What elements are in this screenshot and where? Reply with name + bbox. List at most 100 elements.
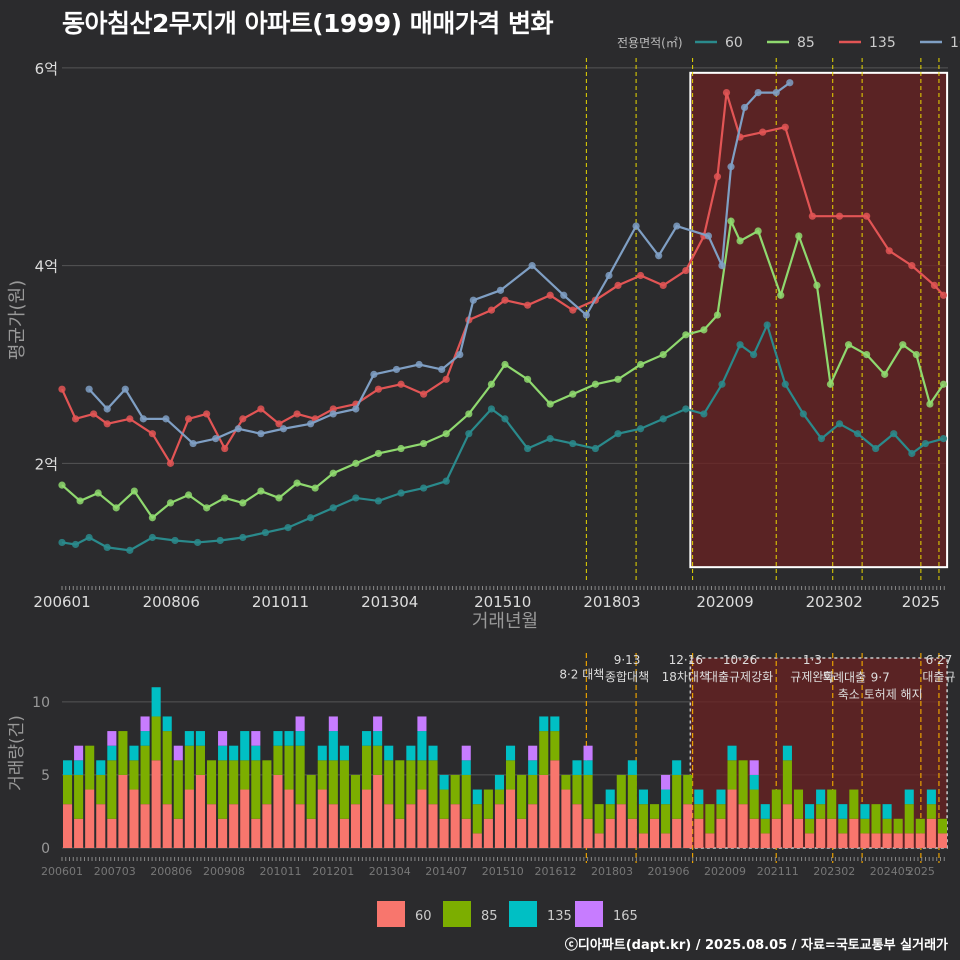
data-point-165 xyxy=(189,439,197,448)
legend-label-135: 135 xyxy=(547,909,572,924)
bar-85 xyxy=(284,745,294,790)
bar-60 xyxy=(871,833,881,848)
y-tick-label: 2억 xyxy=(35,455,58,473)
data-point-165 xyxy=(456,351,464,359)
bar-85 xyxy=(882,818,892,834)
bar-60 xyxy=(118,774,128,848)
data-point-60 xyxy=(799,410,807,418)
bar-85 xyxy=(395,760,405,819)
bar-85 xyxy=(206,760,217,805)
bar-85 xyxy=(539,731,549,775)
data-point-165 xyxy=(496,286,505,294)
bar-60 xyxy=(627,818,637,848)
data-point-135 xyxy=(713,173,722,181)
data-point-60 xyxy=(736,341,744,349)
bar-85 xyxy=(627,774,637,819)
data-point-135 xyxy=(293,410,301,418)
bar-85 xyxy=(306,774,316,819)
bar-60 xyxy=(827,818,837,848)
bar-135 xyxy=(882,804,892,819)
data-point-60 xyxy=(329,504,337,512)
data-point-165 xyxy=(754,89,762,97)
data-point-165 xyxy=(279,425,288,433)
bar-135 xyxy=(162,716,172,732)
bar-60 xyxy=(184,789,194,848)
data-point-85 xyxy=(777,291,785,299)
data-point-165 xyxy=(718,262,726,270)
legend-label-165: 165 xyxy=(613,909,638,924)
bar-85 xyxy=(384,760,394,805)
data-point-165 xyxy=(704,232,713,240)
bar-60 xyxy=(893,833,903,848)
bar-135 xyxy=(229,745,239,761)
bar-60 xyxy=(638,833,648,848)
legend-title: 전용면적(㎡) xyxy=(617,36,683,50)
data-point-135 xyxy=(939,291,948,299)
data-point-165 xyxy=(85,385,93,393)
legend-label-85: 85 xyxy=(481,909,498,924)
data-point-60 xyxy=(569,439,577,448)
highlight-box xyxy=(689,71,949,569)
bar-165 xyxy=(173,745,183,761)
data-point-135 xyxy=(58,385,66,393)
x-tick-label: 201201 xyxy=(312,865,354,878)
bar-60 xyxy=(417,789,427,848)
bar-60 xyxy=(439,818,449,848)
bar-135 xyxy=(672,760,682,775)
bar-165 xyxy=(295,716,305,732)
bar-85 xyxy=(85,745,95,790)
bar-135 xyxy=(782,745,792,761)
bar-85 xyxy=(749,789,759,819)
bar-60 xyxy=(926,818,936,848)
bar-85 xyxy=(816,804,826,819)
bar-135 xyxy=(627,760,637,775)
data-point-85 xyxy=(58,481,66,489)
data-point-85 xyxy=(569,390,577,398)
bar-85 xyxy=(594,804,604,834)
bar-85 xyxy=(838,818,848,834)
data-point-85 xyxy=(826,380,835,388)
bar-85 xyxy=(904,804,914,834)
x-tick-label: 201510 xyxy=(482,865,524,878)
bar-165 xyxy=(107,731,117,746)
y-tick-label: 6억 xyxy=(35,60,58,78)
bar-85 xyxy=(350,774,361,805)
bar-135 xyxy=(195,731,205,746)
bar-135 xyxy=(384,745,394,761)
data-point-85 xyxy=(591,380,600,388)
bar-85 xyxy=(771,789,781,819)
data-point-85 xyxy=(795,232,803,240)
data-point-135 xyxy=(442,375,450,383)
data-point-85 xyxy=(166,499,175,507)
data-point-135 xyxy=(908,262,916,270)
bar-85 xyxy=(738,760,748,805)
bar-135 xyxy=(472,789,482,805)
data-point-135 xyxy=(148,430,157,438)
data-point-60 xyxy=(700,410,708,418)
data-point-165 xyxy=(438,365,446,374)
data-point-165 xyxy=(528,262,536,270)
data-point-85 xyxy=(329,469,337,477)
bar-135 xyxy=(550,716,560,732)
bar-85 xyxy=(317,760,327,790)
data-point-85 xyxy=(926,400,934,408)
bar-60 xyxy=(306,818,316,848)
bar-165 xyxy=(583,745,593,761)
bar-85 xyxy=(184,745,194,790)
data-point-165 xyxy=(212,435,220,443)
bar-135 xyxy=(107,745,117,761)
data-point-85 xyxy=(713,311,722,319)
bar-85 xyxy=(672,774,682,819)
bar-60 xyxy=(937,833,948,848)
bar-85 xyxy=(683,774,693,805)
data-point-60 xyxy=(682,405,690,413)
bar-85 xyxy=(494,789,505,805)
data-point-135 xyxy=(374,385,383,393)
bar-85 xyxy=(649,804,660,819)
bar-60 xyxy=(672,818,682,848)
bar-85 xyxy=(505,760,516,790)
data-point-135 xyxy=(257,405,265,413)
data-point-60 xyxy=(307,514,315,522)
bar-135 xyxy=(129,745,139,761)
